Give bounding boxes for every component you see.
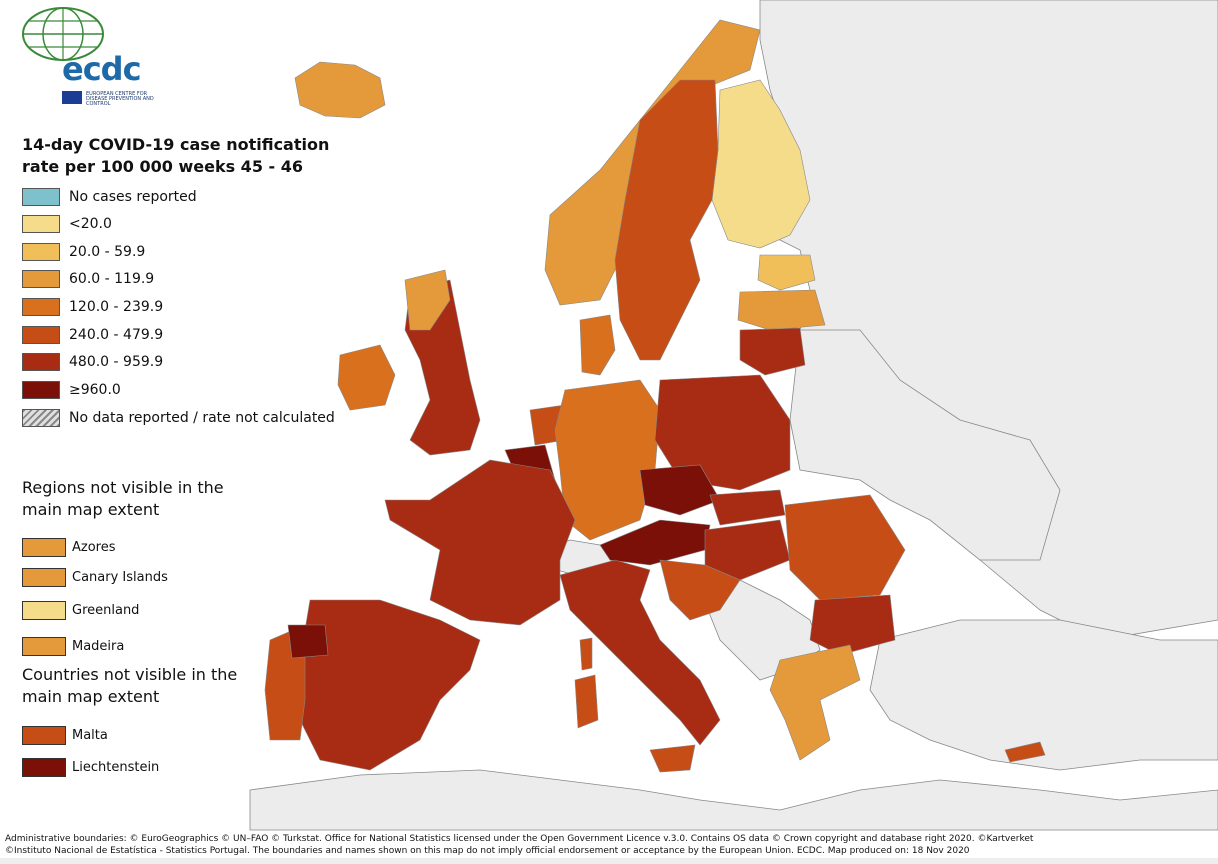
inset-label: Azores (72, 539, 116, 555)
italy-land (559, 559, 721, 746)
legend-swatch (22, 326, 60, 344)
legend-swatch (22, 353, 60, 371)
legend-swatch (22, 381, 60, 399)
germany-land (554, 379, 661, 541)
hungary-land (704, 519, 791, 581)
inset-item-malta: Malta (22, 725, 108, 745)
legend-item-no-cases: No cases reported (22, 187, 197, 207)
poland-land (654, 374, 791, 491)
eu-flag-icon (62, 91, 82, 104)
cyprus-land (1004, 741, 1046, 763)
globe-icon (22, 7, 104, 61)
sweden-land (614, 79, 719, 361)
denmark-land (579, 314, 616, 376)
slovakia-land (709, 489, 786, 526)
inset-swatch (22, 725, 66, 745)
legend-label: 120.0 - 239.9 (69, 299, 164, 315)
bottom-bar (0, 858, 1218, 864)
inset-label: Madeira (72, 638, 125, 654)
legend-swatch (22, 298, 60, 316)
czechia-land (639, 464, 721, 516)
turkey-land (869, 619, 1218, 771)
legend-label: 480.0 - 959.9 (69, 354, 164, 370)
north-africa-land (249, 769, 1218, 831)
legend-title: 14-day COVID-19 case notification rate p… (22, 135, 330, 176)
legend-item-240-479: 240.0 - 479.9 (22, 325, 163, 345)
inset-swatch (22, 600, 66, 620)
corsica-land (579, 637, 593, 671)
galicia-region (287, 624, 329, 659)
inset-swatch (22, 636, 66, 656)
sardinia-land (574, 674, 599, 729)
legend-label: 240.0 - 479.9 (69, 327, 164, 343)
inset-item-azores: Azores (22, 537, 116, 557)
iceland-land (294, 61, 386, 119)
legend-swatch (22, 270, 60, 288)
legend-label: 20.0 - 59.9 (69, 244, 146, 260)
ireland-land (337, 344, 396, 411)
attribution-line-2: ©Instituto Nacional de Estatística - Sta… (5, 846, 970, 856)
inset-item-liechtenstein: Liechtenstein (22, 757, 159, 777)
legend-label: 60.0 - 119.9 (69, 271, 155, 287)
attribution-line-1: Administrative boundaries: © EuroGeograp… (5, 834, 1034, 844)
inset-label: Malta (72, 727, 108, 743)
legend-item-20-59: 20.0 - 59.9 (22, 242, 145, 262)
countries-not-visible-heading: Countries not visible in the main map ex… (22, 665, 238, 706)
legend-swatch (22, 188, 60, 206)
legend-item-60-119: 60.0 - 119.9 (22, 269, 154, 289)
legend-label: No cases reported (69, 189, 197, 205)
legend-label: <20.0 (69, 216, 112, 232)
latvia-land (737, 289, 826, 331)
attribution: Administrative boundaries: © EuroGeograp… (5, 833, 1215, 857)
legend-swatch-hatched (22, 409, 60, 427)
ecdc-logo: ecdc EUROPEAN CENTRE FOR DISEASE PREVENT… (18, 6, 158, 107)
legend-swatch (22, 243, 60, 261)
legend-swatch (22, 215, 60, 233)
inset-item-madeira: Madeira (22, 636, 124, 656)
legend-item-gte960: ≥960.0 (22, 380, 121, 400)
legend-item-no-data: No data reported / rate not calculated (22, 408, 335, 428)
regions-not-visible-heading: Regions not visible in the main map exte… (22, 478, 224, 519)
inset-label: Canary Islands (72, 569, 168, 585)
croatia-land (659, 559, 741, 621)
estonia-land (757, 254, 816, 291)
legend-item-480-959: 480.0 - 959.9 (22, 352, 163, 372)
france-land (384, 459, 576, 626)
inset-swatch (22, 757, 66, 777)
legend-label: No data reported / rate not calculated (69, 410, 335, 426)
inset-swatch (22, 567, 66, 587)
inset-swatch (22, 537, 66, 557)
logo-subtitle: EUROPEAN CENTRE FOR DISEASE PREVENTION A… (86, 91, 154, 107)
spain-land (299, 599, 481, 771)
logo-wordmark: ecdc (62, 50, 142, 88)
inset-label: Liechtenstein (72, 759, 160, 775)
lithuania-land (739, 327, 806, 376)
legend-item-120-239: 120.0 - 239.9 (22, 297, 163, 317)
inset-item-greenland: Greenland (22, 600, 139, 620)
inset-label: Greenland (72, 602, 140, 618)
legend-item-lt20: <20.0 (22, 214, 112, 234)
inset-item-canary-islands: Canary Islands (22, 567, 168, 587)
belarus-ukraine-land (789, 329, 1061, 561)
sicily-land (649, 744, 696, 773)
scotland-land (404, 269, 451, 331)
romania-land (784, 494, 906, 601)
legend-label: ≥960.0 (69, 382, 121, 398)
greece-land (769, 644, 861, 761)
bulgaria-land (809, 594, 896, 656)
